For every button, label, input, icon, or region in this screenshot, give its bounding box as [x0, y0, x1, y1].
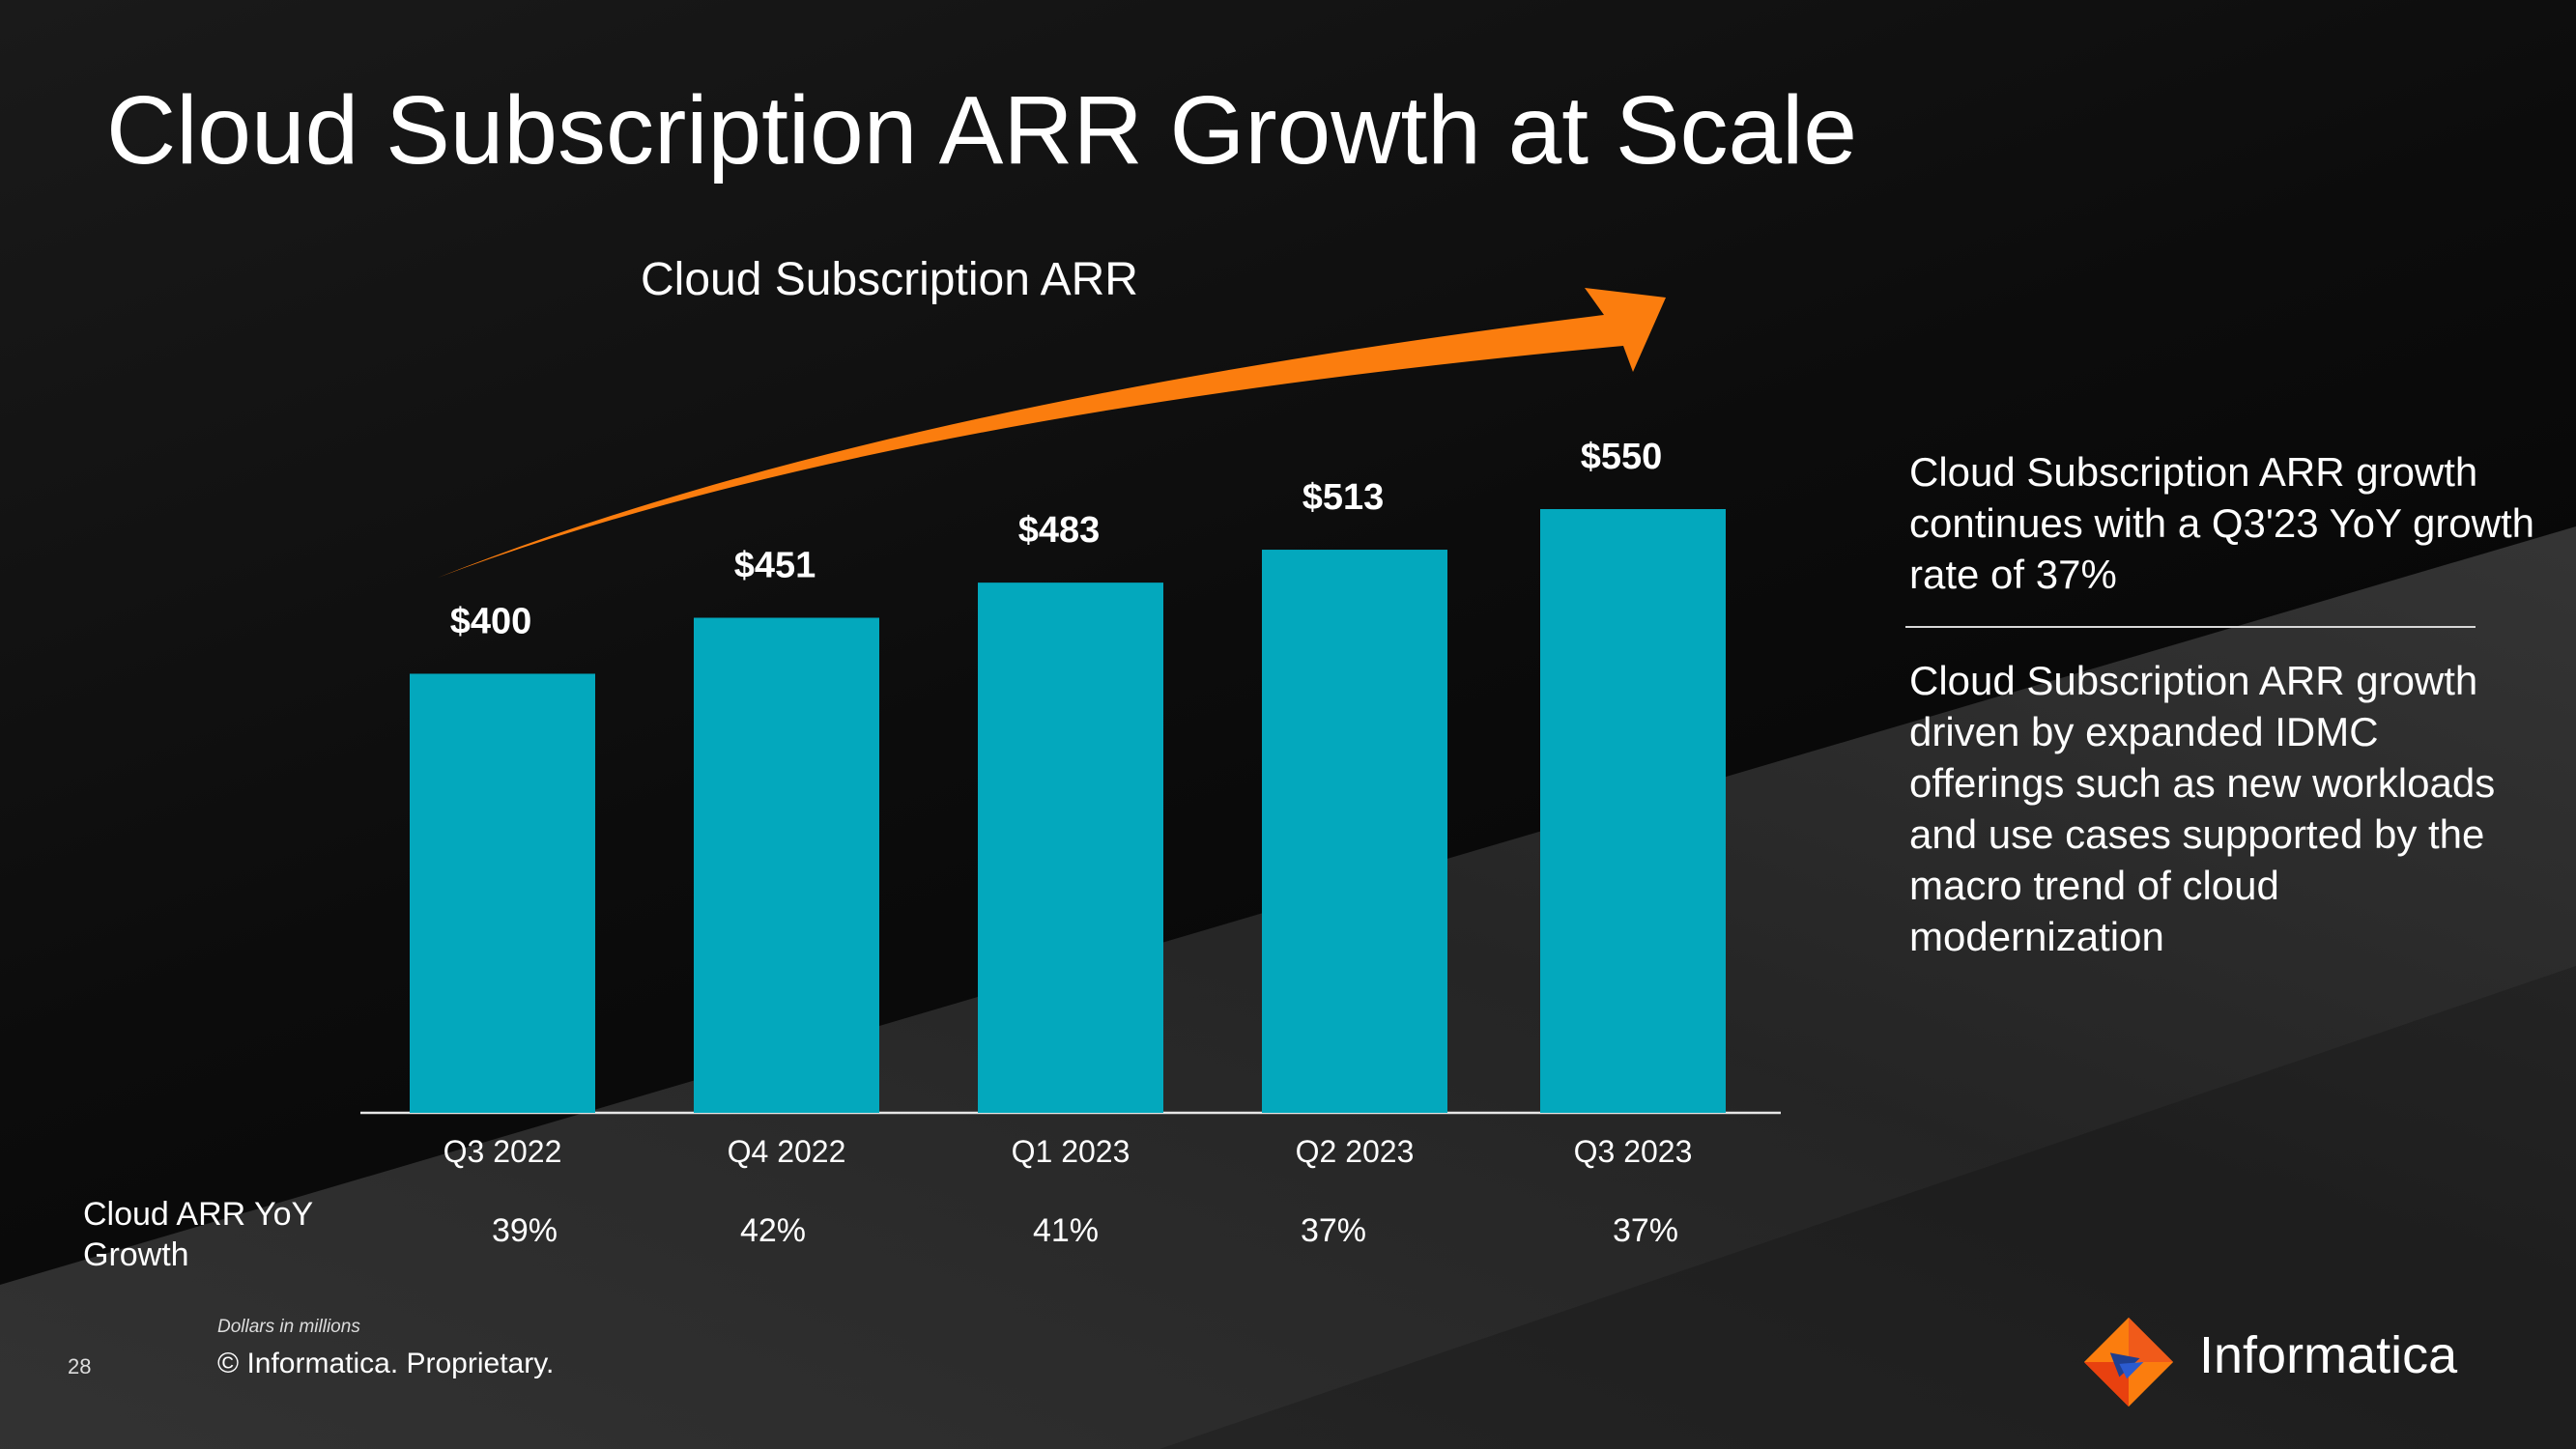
bars-group: $400 Q3 2022 $451 Q4 2022 $483 Q1 2023 $513 Q2 …: [410, 437, 1726, 1169]
side-point-1: Cloud Subscription ARR growth continues …: [1909, 449, 2535, 597]
yoy-growth-value: 37%: [1300, 1212, 1367, 1249]
value-label: $550: [1581, 437, 1663, 477]
trend-arrow: [438, 288, 1666, 578]
yoy-growth-value: 41%: [1032, 1212, 1100, 1249]
bar-q4-2022: [694, 617, 879, 1113]
x-tick-label: Q4 2022: [728, 1134, 846, 1169]
copyright-text: © Informatica. Proprietary.: [217, 1348, 555, 1379]
value-label: $483: [1018, 510, 1101, 551]
page-number: 28: [68, 1354, 92, 1378]
x-tick-label: Q2 2023: [1296, 1134, 1415, 1169]
x-tick-label: Q3 2023: [1574, 1134, 1693, 1169]
yoy-growth-value: 37%: [1612, 1212, 1679, 1249]
yoy-growth-value: 39%: [491, 1212, 558, 1249]
brand-name: Informatica: [2199, 1326, 2458, 1384]
value-label: $451: [734, 546, 816, 586]
value-label: $400: [450, 601, 532, 641]
yoy-growth-value: 42%: [739, 1212, 807, 1249]
side-divider: [1905, 626, 2476, 628]
x-tick-label: Q3 2022: [444, 1134, 562, 1169]
bar-q2-2023: [1262, 550, 1447, 1113]
chart-title: Cloud Subscription ARR: [641, 254, 1138, 305]
yoy-growth-label: Cloud ARR YoY Growth: [83, 1196, 313, 1273]
value-label: $513: [1302, 477, 1385, 518]
side-point-2: Cloud Subscription ARR growth driven by …: [1909, 658, 2496, 959]
bar-q1-2023: [978, 582, 1163, 1113]
bar-q3-2023: [1540, 509, 1726, 1113]
slide-title: Cloud Subscription ARR Growth at Scale: [106, 76, 1857, 185]
informatica-logo-icon: [2083, 1317, 2174, 1407]
bar-q3-2022: [410, 673, 595, 1113]
x-tick-label: Q1 2023: [1012, 1134, 1131, 1169]
units-note: Dollars in millions: [217, 1317, 360, 1337]
